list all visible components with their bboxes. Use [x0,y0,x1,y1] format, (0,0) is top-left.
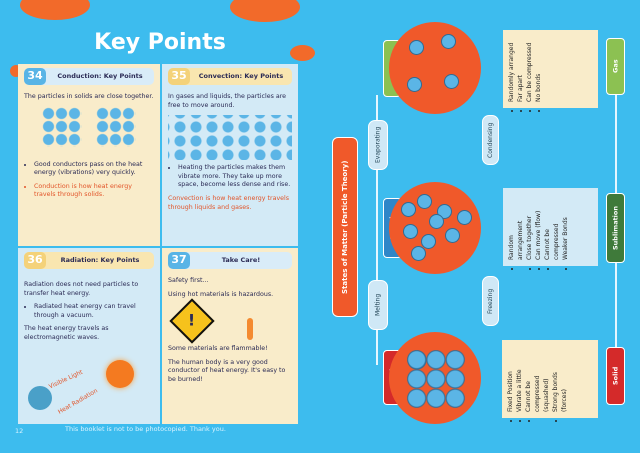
gas-particles-circle [389,22,481,114]
property-item: Cannot be compressed [543,198,561,260]
box-number: 36 [24,252,46,269]
radiation-box: 36 Radiation: Key Points Radiation does n… [18,248,160,424]
bullet: Radiated heat energy can travel through … [34,303,154,320]
text: The heat energy travels as electromagnet… [24,325,109,341]
decorative-cloud [230,0,300,22]
property-item: Weaker Bonds [561,198,570,260]
footer-note: This booklet is not to be photocopied. T… [65,425,226,433]
warning-sign-icon: ! [169,298,215,344]
text: Using hot materials is hazardous. [168,290,274,298]
earth-icon [28,386,52,410]
evaporating-label: Evaporating [368,120,388,170]
gas-properties: Randomly arrangedFar apartCan be compres… [503,30,598,108]
solid-particle-grid [407,350,465,408]
box-number: 34 [24,68,46,85]
property-item: Vibrate a little [515,350,524,412]
solid-properties: Fixed PositionVibrate a littleCannot be … [502,340,598,418]
conduction-box: 34 Conduction: Key Points The particles i… [18,64,160,246]
melting-label: Melting [368,280,388,330]
note: Conduction is how heat energy travels th… [34,183,154,200]
heat-radiation-label: Heat Radiation [56,387,99,416]
decorative-cloud [290,45,315,61]
text: Some materials are flammable! [168,345,268,353]
box-heading: Conduction: Key Points [57,72,143,81]
sublimation-solid: Solid [606,347,625,405]
cycle-arrow [376,95,378,365]
sublimation-label: Sublimation [606,193,625,263]
text: In gases and liquids, the particles are … [168,93,287,109]
box-heading: Radiation: Key Points [60,256,140,265]
solid-particles-illustration [24,106,154,157]
flame-tongs-icon [247,318,253,340]
sublimation-gas: Gas [606,38,625,95]
note: Convection is how heat energy travels th… [168,194,290,211]
property-item: Cannot be compressed (squashed) [524,350,551,412]
page-title: Key Points [94,30,226,55]
text: The particles in solids are close togeth… [24,93,154,100]
property-item: Strong bonds (forces) [551,350,569,412]
sun-icon [106,360,134,388]
property-item: Random arrangement [507,198,525,260]
bullet: Good conductors pass on the heat energy … [34,161,154,178]
freezing-label: Freezing [482,276,499,326]
property-item: Can move (flow) [534,198,543,260]
text: Safety first... [168,277,209,284]
take-care-box: 37 Take Care! Safety first... Using hot m… [162,248,298,424]
box-number: 35 [168,68,190,85]
condensing-label: Condensing [482,115,499,165]
property-item: No bonds [534,43,543,102]
bullet: Heating the particles makes them vibrate… [178,164,292,190]
property-item: Randomly arranged [507,43,516,102]
property-item: Can be compressed [525,43,534,102]
visible-light-label: Visible Light [47,368,84,391]
page-number: 12 [15,427,24,435]
fluid-particles-illustration [168,115,292,161]
decorative-cloud [20,0,90,20]
property-item: Close together [525,198,534,260]
box-heading: Convection: Key Points [198,72,284,81]
box-number: 37 [168,252,190,269]
diagram-title: States of Matter (Particle Theory) [332,137,358,317]
text: The human body is a very good conductor … [168,358,286,383]
property-item: Fixed Position [506,350,515,412]
box-heading: Take Care! [221,256,261,265]
liquid-properties: Random arrangementClose togetherCan move… [503,188,598,266]
text: Radiation does not need particles to tra… [24,281,139,297]
property-item: Far apart [516,43,525,102]
convection-box: 35 Convection: Key Points In gases and li… [162,64,298,246]
liquid-particles-circle [389,182,481,274]
